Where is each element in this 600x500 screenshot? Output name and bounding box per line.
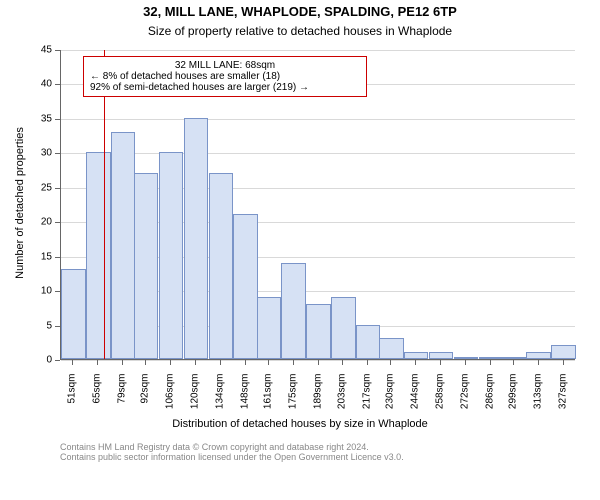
xtick-label: 203sqm (337, 374, 348, 424)
xtick-mark (72, 360, 73, 365)
histogram-bar (479, 357, 504, 359)
xtick-mark (293, 360, 294, 365)
histogram-bar (379, 338, 404, 359)
xtick-label: 313sqm (532, 374, 543, 424)
histogram-bar (306, 304, 331, 359)
histogram-bar (281, 263, 306, 359)
ytick-label: 30 (0, 148, 52, 159)
xtick-mark (97, 360, 98, 365)
xtick-mark (367, 360, 368, 365)
histogram-bar (159, 152, 184, 359)
chart-subtitle: Size of property relative to detached ho… (0, 24, 600, 38)
histogram-bar (257, 297, 282, 359)
ytick-mark (55, 360, 60, 361)
xtick-label: 161sqm (262, 374, 273, 424)
xtick-label: 92sqm (140, 374, 151, 424)
x-axis-label: Distribution of detached houses by size … (0, 418, 600, 430)
annotation-line: 32 MILL LANE: 68sqm (90, 60, 360, 71)
histogram-bar (454, 357, 479, 359)
chart-container: { "title": "32, MILL LANE, WHAPLODE, SPA… (0, 0, 600, 500)
histogram-bar (209, 173, 234, 359)
xtick-mark (513, 360, 514, 365)
ytick-label: 45 (0, 45, 52, 56)
ytick-label: 15 (0, 251, 52, 262)
xtick-label: 134sqm (214, 374, 225, 424)
histogram-bar (331, 297, 356, 359)
y-axis-label: Number of detached properties (14, 103, 26, 303)
histogram-bar (86, 152, 111, 359)
ytick-label: 5 (0, 320, 52, 331)
xtick-label: 327sqm (557, 374, 568, 424)
xtick-label: 230sqm (385, 374, 396, 424)
annotation-line: ← 8% of detached houses are smaller (18) (90, 71, 360, 82)
xtick-mark (145, 360, 146, 365)
xtick-mark (170, 360, 171, 365)
ytick-label: 20 (0, 217, 52, 228)
ytick-mark (55, 222, 60, 223)
xtick-mark (440, 360, 441, 365)
ytick-mark (55, 50, 60, 51)
xtick-label: 175sqm (287, 374, 298, 424)
ytick-mark (55, 119, 60, 120)
xtick-label: 120sqm (189, 374, 200, 424)
xtick-mark (122, 360, 123, 365)
ytick-label: 0 (0, 355, 52, 366)
annotation-line: 92% of semi-detached houses are larger (… (90, 82, 360, 93)
xtick-label: 51sqm (67, 374, 78, 424)
footnote-line: Contains HM Land Registry data © Crown c… (60, 442, 404, 452)
ytick-label: 25 (0, 182, 52, 193)
histogram-bar (356, 325, 381, 359)
histogram-bar (111, 132, 136, 359)
xtick-mark (342, 360, 343, 365)
gridline (61, 153, 575, 154)
xtick-mark (318, 360, 319, 365)
footnotes: Contains HM Land Registry data © Crown c… (60, 442, 404, 462)
xtick-label: 189sqm (312, 374, 323, 424)
xtick-label: 106sqm (165, 374, 176, 424)
xtick-mark (268, 360, 269, 365)
ytick-mark (55, 84, 60, 85)
gridline (61, 119, 575, 120)
ytick-label: 40 (0, 79, 52, 90)
ytick-mark (55, 291, 60, 292)
xtick-mark (195, 360, 196, 365)
xtick-label: 244sqm (410, 374, 421, 424)
xtick-mark (538, 360, 539, 365)
histogram-bar (502, 357, 527, 359)
ytick-mark (55, 153, 60, 154)
histogram-bar (404, 352, 429, 359)
histogram-bar (61, 269, 86, 359)
histogram-bar (526, 352, 551, 359)
xtick-label: 217sqm (362, 374, 373, 424)
xtick-mark (245, 360, 246, 365)
histogram-bar (551, 345, 576, 359)
xtick-mark (465, 360, 466, 365)
xtick-mark (390, 360, 391, 365)
ytick-mark (55, 257, 60, 258)
ytick-label: 35 (0, 113, 52, 124)
ytick-mark (55, 188, 60, 189)
xtick-label: 299sqm (507, 374, 518, 424)
histogram-bar (184, 118, 209, 359)
annotation-box: 32 MILL LANE: 68sqm← 8% of detached hous… (83, 56, 367, 97)
xtick-label: 286sqm (484, 374, 495, 424)
xtick-label: 148sqm (239, 374, 250, 424)
ytick-mark (55, 326, 60, 327)
xtick-label: 79sqm (117, 374, 128, 424)
xtick-label: 65sqm (92, 374, 103, 424)
gridline (61, 50, 575, 51)
ytick-label: 10 (0, 286, 52, 297)
footnote-line: Contains public sector information licen… (60, 452, 404, 462)
xtick-mark (220, 360, 221, 365)
xtick-label: 272sqm (459, 374, 470, 424)
xtick-mark (415, 360, 416, 365)
histogram-bar (429, 352, 454, 359)
histogram-bar (134, 173, 159, 359)
xtick-mark (490, 360, 491, 365)
xtick-label: 258sqm (435, 374, 446, 424)
chart-title: 32, MILL LANE, WHAPLODE, SPALDING, PE12 … (0, 4, 600, 19)
xtick-mark (563, 360, 564, 365)
histogram-bar (233, 214, 258, 359)
